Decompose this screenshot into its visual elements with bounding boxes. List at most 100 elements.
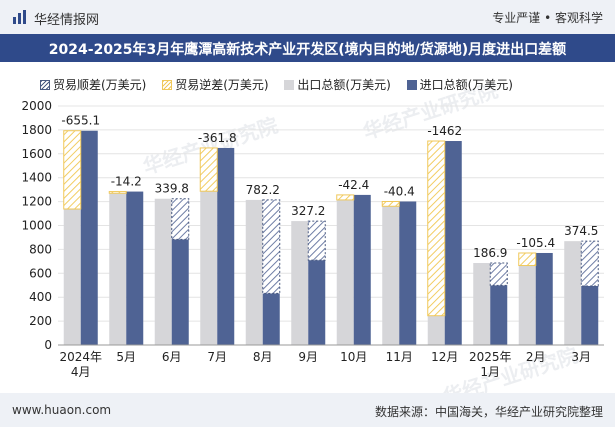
legend-label: 出口总额(万美元) [297, 78, 391, 92]
brand-name: 华经情报网 [34, 13, 100, 28]
export-bar [109, 193, 127, 345]
legend: 贸易顺差(万美元) 贸易逆差(万美元) 出口总额(万美元) 进口总额(万美元) [40, 76, 525, 93]
x-tick-label: 6月 [162, 350, 182, 364]
export-bar [382, 206, 400, 345]
balance-bar [427, 140, 446, 317]
import-bar [262, 293, 280, 345]
import-bar [353, 194, 371, 345]
import-bar [399, 201, 417, 345]
x-tick-label: 2025年 1月 [469, 350, 512, 379]
y-tick-label: 200 [29, 314, 52, 328]
x-tick-line: 3月 [571, 350, 591, 364]
y-tick-label: 1600 [21, 147, 52, 161]
export-bar [245, 199, 263, 345]
logo-icon [13, 10, 26, 24]
import-bar [80, 130, 98, 345]
y-tick-label: 1800 [21, 123, 52, 137]
legend-export: 出口总额(万美元) [284, 76, 391, 93]
y-tick-label: 800 [29, 242, 52, 256]
import-bar [581, 285, 599, 345]
y-tick-label: 600 [29, 266, 52, 280]
balance-label: -14.2 [111, 175, 142, 189]
export-bar [473, 263, 491, 345]
x-tick-label: 3月 [571, 350, 591, 364]
balance-label: -361.8 [198, 131, 237, 145]
x-tick-label: 12月 [431, 350, 458, 364]
balance-bar [580, 240, 599, 287]
balance-label: 327.2 [291, 204, 325, 218]
site-url[interactable]: www.huaon.com [12, 403, 112, 417]
balance-label: -40.4 [384, 184, 415, 198]
import-bar [126, 191, 144, 345]
y-tick-label: 1000 [21, 219, 52, 233]
title-bar: 2024-2025年3月年鹰潭高新技术产业开发区(境内目的地/货源地)月度进出口… [0, 34, 615, 62]
balance-bar [381, 200, 400, 207]
y-tick-label: 0 [44, 338, 52, 352]
import-bar [444, 141, 462, 345]
balance-bar [307, 220, 326, 261]
balance-label: 782.2 [246, 183, 280, 197]
balance-bar [199, 147, 218, 192]
export-bar [336, 199, 354, 345]
data-source: 数据来源：中国海关，华经产业研究院整理 [374, 405, 603, 419]
export-bar [564, 241, 582, 345]
y-tick-label: 2000 [21, 99, 52, 113]
x-tick-line: 7月 [207, 350, 227, 364]
export-bar [291, 221, 309, 345]
balance-label: -655.1 [61, 114, 100, 128]
balance-label: -42.4 [338, 178, 369, 192]
import-bar [217, 147, 235, 345]
import-bar [171, 239, 189, 345]
x-tick-line: 2025年 [469, 350, 512, 364]
y-tick-label: 1200 [21, 195, 52, 209]
bar-chart: -655.1 -14.2 339.8 -361.8 782.2 327.2 -42.4 -40… [21, 99, 604, 379]
chart-title: 2024-2025年3月年鹰潭高新技术产业开发区(境内目的地/货源地)月度进出口… [48, 42, 567, 58]
balance-label: 374.5 [564, 224, 598, 238]
export-bar [518, 265, 536, 345]
export-bar [63, 209, 81, 345]
footer: www.huaon.com 数据来源：中国海关，华经产业研究院整理 [0, 393, 615, 427]
x-tick-label: 2024年 4月 [59, 350, 102, 379]
x-tick-line: 8月 [253, 350, 273, 364]
x-tick-line: 6月 [162, 350, 182, 364]
x-tick-line: 12月 [431, 350, 458, 364]
x-tick-label: 10月 [340, 350, 367, 364]
x-tick-line: 2024年 [59, 350, 102, 364]
balance-label: -105.4 [516, 236, 555, 250]
legend-surplus: 贸易逆差(万美元) [162, 76, 269, 93]
import-bar [308, 260, 326, 345]
x-tick-label: 7月 [207, 350, 227, 364]
x-tick-label: 11月 [386, 350, 413, 364]
legend-label: 贸易顺差(万美元) [53, 78, 147, 92]
y-tick-label: 400 [29, 290, 52, 304]
x-tick-line: 11月 [386, 350, 413, 364]
balance-bar [518, 252, 537, 267]
balance-label: 339.8 [155, 182, 189, 196]
legend-swatch-export [284, 80, 295, 90]
balance-bar [489, 262, 508, 286]
legend-swatch-import [406, 80, 417, 90]
legend-import: 进口总额(万美元) [406, 76, 513, 93]
legend-deficit: 贸易顺差(万美元) [40, 76, 146, 93]
legend-swatch-deficit [40, 80, 50, 90]
balance-bar [171, 198, 190, 240]
x-tick-line: 1月 [480, 365, 500, 379]
balance-bar [63, 130, 82, 210]
x-tick-line: 2月 [526, 350, 546, 364]
y-tick-label: 1400 [21, 171, 52, 185]
balance-bar [108, 191, 127, 194]
export-bar [427, 315, 445, 345]
x-tick-line: 9月 [298, 350, 318, 364]
balance-label: 186.9 [473, 246, 507, 260]
import-bar [490, 285, 508, 345]
tagline: 专业严谨 • 客观科学 [492, 11, 603, 25]
export-bar [200, 191, 218, 345]
x-tick-line: 10月 [340, 350, 367, 364]
x-tick-line: 4月 [71, 365, 91, 379]
x-tick-label: 9月 [298, 350, 318, 364]
legend-label: 贸易逆差(万美元) [175, 78, 269, 92]
legend-label: 进口总额(万美元) [419, 78, 513, 92]
legend-swatch-surplus [162, 80, 173, 90]
x-tick-line: 5月 [116, 350, 136, 364]
balance-label: -1462 [427, 124, 462, 138]
